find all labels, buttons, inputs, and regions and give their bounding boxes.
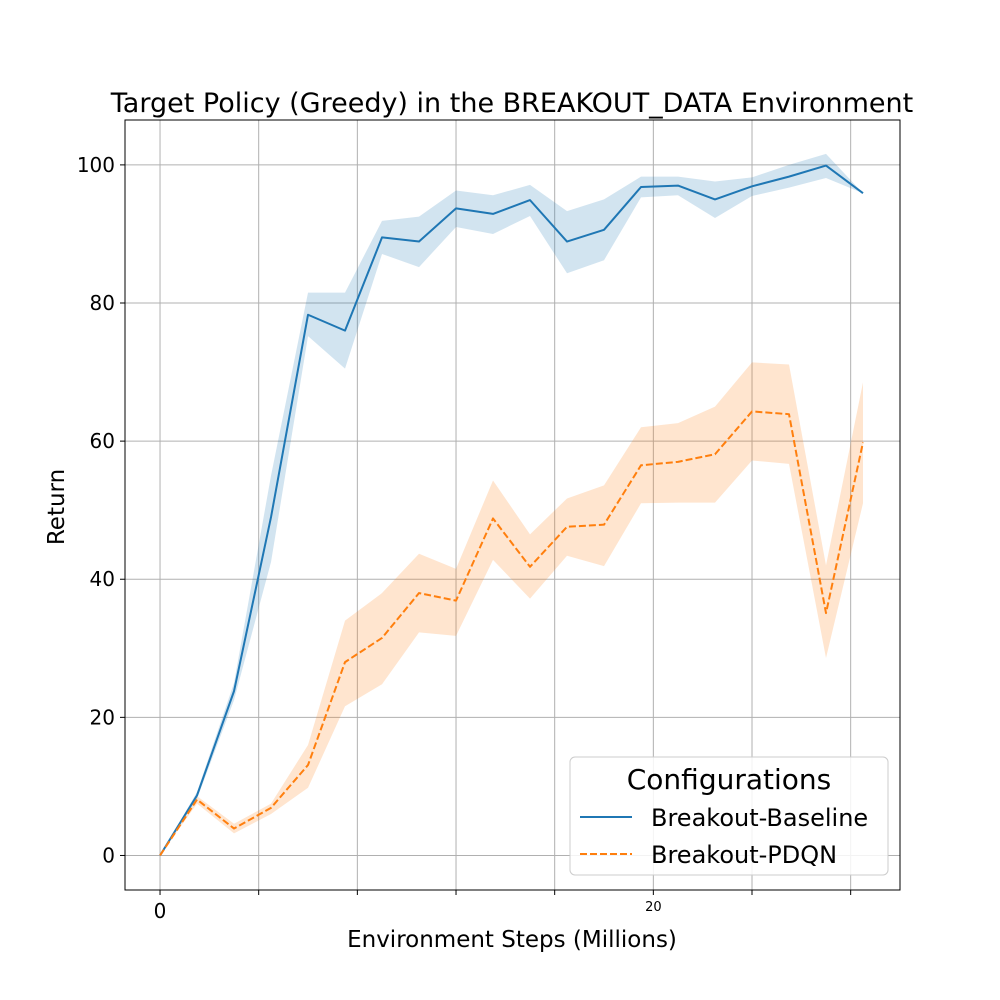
- y-tick-label: 80: [90, 291, 115, 315]
- grid: [125, 120, 900, 890]
- y-tick-label: 60: [90, 429, 115, 453]
- x-tick-label: 20: [645, 900, 662, 915]
- y-tick-label: 100: [77, 153, 115, 177]
- confidence-band-0: [160, 153, 863, 856]
- axis-ticks: 0 20 40 60 80 100 0 20: [77, 153, 852, 923]
- y-tick-label: 20: [90, 705, 115, 729]
- y-axis-label: Return: [44, 469, 70, 545]
- chart-title: Target Policy (Greedy) in the BREAKOUT_D…: [110, 88, 913, 119]
- legend-entry-pdqn: Breakout-PDQN: [651, 841, 837, 869]
- x-axis-label: Environment Steps (Millions): [347, 927, 677, 953]
- y-tick-label: 40: [90, 567, 115, 591]
- legend-box: [569, 756, 889, 876]
- series-line-0: [159, 164, 864, 856]
- series-lines: [159, 164, 864, 857]
- legend-entry-baseline: Breakout-Baseline: [651, 804, 868, 832]
- confidence-bands: [160, 153, 863, 856]
- legend-title: Configurations: [627, 763, 831, 796]
- x-tick-label: 0: [154, 899, 167, 923]
- series-line-1: [159, 410, 864, 857]
- confidence-band-1: [160, 362, 863, 856]
- plot-area-frame: [124, 119, 901, 891]
- y-tick-label: 0: [102, 843, 115, 867]
- legend: Configurations Breakout-Baseline Breakou…: [569, 756, 889, 876]
